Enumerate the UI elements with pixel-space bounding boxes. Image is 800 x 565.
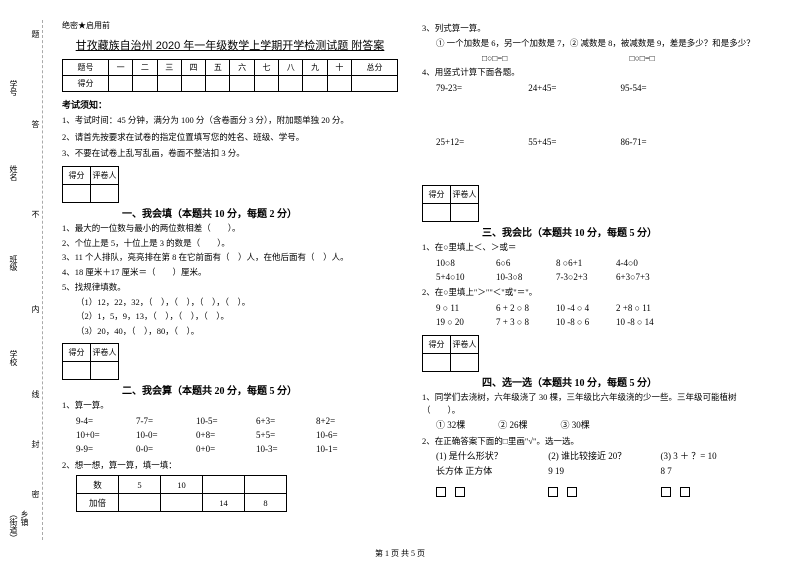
gutter-label-4: 乡镇（街道）: [8, 510, 30, 540]
q3: 3、列式算一算。: [422, 22, 758, 35]
grader-box-2: 得分评卷人: [62, 343, 119, 380]
q3-1: 1、在○里填上＜、＞或＝: [422, 241, 758, 254]
sub-row: (1) 是什么形状？ (2) 谁比较接近 20？ (3) 3 ＋ ？= 10: [436, 449, 758, 463]
checkbox[interactable]: [661, 487, 671, 497]
q1-5: 5、找规律填数。: [62, 281, 398, 294]
gutter-side-0: 题: [30, 30, 41, 38]
gutter-side-2: 不: [30, 210, 41, 218]
checkbox[interactable]: [436, 487, 446, 497]
q4-1: 1、同学们去浇树，六年级浇了 30 棵，三年级比六年级浇的少一些。三年级可能植树…: [422, 391, 758, 417]
score-h-8: 八: [279, 60, 303, 76]
q1-2: 2、个位上是 5，十位上是 3 的数是（ ）。: [62, 237, 398, 250]
q1-5c: （3）20，40，（ ），80，（ ）。: [76, 325, 398, 338]
q1-5a: （1）12，22，32，（ ），（ ），（ ），（ ）。: [76, 296, 398, 309]
section-3-title: 三、我会比（本题共 10 分，每题 5 分）: [482, 228, 657, 239]
double-table: 数 5 10 加倍 14 8: [76, 475, 287, 512]
score-h-10: 十: [327, 60, 351, 76]
checkbox[interactable]: [455, 487, 465, 497]
q2-1: 1、算一算。: [62, 399, 398, 412]
section-1-title: 一、我会填（本题共 10 分，每题 2 分）: [122, 209, 297, 220]
checkbox[interactable]: [548, 487, 558, 497]
q1-5b: （2）1，5，9，13，（ ），（ ），（ ）。: [76, 310, 398, 323]
gutter-side-3: 内: [30, 305, 41, 313]
notice-3: 3、不要在试卷上乱写乱画，卷面不整洁扣 3 分。: [62, 147, 398, 161]
q4-2: 2、在正确答案下面的□里画"√"。选一选。: [422, 435, 758, 448]
q4: 4、用竖式计算下面各题。: [422, 66, 758, 79]
cmp-row-2: 5+4○1010-3○87-3○2+36+3○7+3: [436, 270, 758, 284]
score-table: 题号 一 二 三 四 五 六 七 八 九 十 总分 得分: [62, 59, 398, 92]
left-column: 绝密★启用前 甘孜藏族自治州 2020 年一年级数学上学期开学检测试题 附答案 …: [50, 20, 410, 516]
section-4-title: 四、选一选（本题共 10 分，每题 5 分）: [482, 378, 657, 389]
score-h-3: 三: [157, 60, 181, 76]
notice-heading: 考试须知：: [62, 98, 398, 111]
opt-row-1: ① 32棵 ② 26棵 ③ 30棵: [436, 418, 758, 432]
q1-3: 3、11 个人排队，亮亮排在第 8 在它前面有（ ）人，在他后面有（ ）人。: [62, 251, 398, 264]
formula-boxes: □○□=□ □○□=□: [482, 52, 758, 65]
ans-row: 长方体 正方体 9 19 8 7: [436, 464, 758, 478]
score-h-2: 二: [133, 60, 157, 76]
score-h-1: 一: [108, 60, 132, 76]
vert-row-2: 25+12= 55+45= 86-71=: [436, 135, 758, 149]
binding-gutter: 题 学号 答 姓名 不 班级 内 学校 线 封 密 乡镇（街道）: [8, 20, 43, 540]
page-footer: 第 1 页 共 5 页: [0, 548, 800, 559]
notice-2: 2、请首先按要求在试卷的指定位置填写您的姓名、班级、学号。: [62, 131, 398, 145]
q3-2: 2、在○里填上"＞""＜"或"＝"。: [422, 286, 758, 299]
score-h-7: 七: [254, 60, 278, 76]
workspace-2[interactable]: [422, 150, 758, 180]
grader-score: 得分: [63, 166, 91, 184]
checkbox[interactable]: [680, 487, 690, 497]
q1-1: 1、最大的一位数与最小的两位数相差（ ）。: [62, 222, 398, 235]
gutter-side-5: 封: [30, 440, 41, 448]
grader-box-3: 得分评卷人: [422, 185, 479, 222]
score-h-9: 九: [303, 60, 327, 76]
secret-label: 绝密★启用前: [62, 20, 398, 31]
gutter-side-4: 线: [30, 390, 41, 398]
score-h-4: 四: [181, 60, 205, 76]
notice-1: 1、考试时间：45 分钟，满分为 100 分（含卷面分 3 分），附加题单独 2…: [62, 114, 398, 128]
grader-name: 评卷人: [91, 166, 119, 184]
page-content: 绝密★启用前 甘孜藏族自治州 2020 年一年级数学上学期开学检测试题 附答案 …: [0, 0, 800, 526]
q2-2: 2、想一想，算一算，填一填：: [62, 459, 398, 472]
gutter-label-0: 学号: [8, 80, 19, 96]
calc-row-2: 10+0=10-0=0+8=5+5=10-6=: [76, 428, 398, 442]
q1-4: 4、18 厘米＋17 厘米＝（ ）厘米。: [62, 266, 398, 279]
score-h-5: 五: [206, 60, 230, 76]
grader-box-1: 得分评卷人: [62, 166, 119, 203]
score-h-11: 总分: [352, 60, 398, 76]
checkbox-row: [436, 484, 758, 498]
gutter-label-2: 班级: [8, 255, 19, 271]
score-h-6: 六: [230, 60, 254, 76]
vert-row-1: 79-23= 24+45= 95-54=: [436, 81, 758, 95]
gutter-label-1: 姓名: [8, 165, 19, 181]
gutter-side-1: 答: [30, 120, 41, 128]
gutter-label-3: 学校: [8, 350, 19, 366]
q3a: ① 一个加数是 6，另一个加数是 7，② 减数是 8，被减数是 9，差是多少？和…: [436, 37, 758, 50]
score-row2: 得分: [63, 76, 109, 92]
score-h-0: 题号: [63, 60, 109, 76]
cmp-row-4: 19 ○ 207 + 3 ○ 810 -8 ○ 610 -8 ○ 14: [436, 315, 758, 329]
workspace-1[interactable]: [422, 95, 758, 135]
calc-row-3: 9-9=0-0=0+0=10-3=10-1=: [76, 442, 398, 456]
gutter-side-6: 密: [30, 490, 41, 498]
checkbox[interactable]: [567, 487, 577, 497]
grader-box-4: 得分评卷人: [422, 335, 479, 372]
fold-line: [42, 20, 43, 540]
section-2-title: 二、我会算（本题共 20 分，每题 5 分）: [122, 386, 297, 397]
exam-title: 甘孜藏族自治州 2020 年一年级数学上学期开学检测试题 附答案: [62, 37, 398, 53]
right-column: 3、列式算一算。 ① 一个加数是 6，另一个加数是 7，② 减数是 8，被减数是…: [410, 20, 770, 516]
cmp-row-1: 10○86○68 ○6+14-4○0: [436, 256, 758, 270]
calc-row-1: 9-4=7-7=10-5=6+3=8+2=: [76, 414, 398, 428]
cmp-row-3: 9 ○ 116 + 2 ○ 810 -4 ○ 42 +8 ○ 11: [436, 301, 758, 315]
